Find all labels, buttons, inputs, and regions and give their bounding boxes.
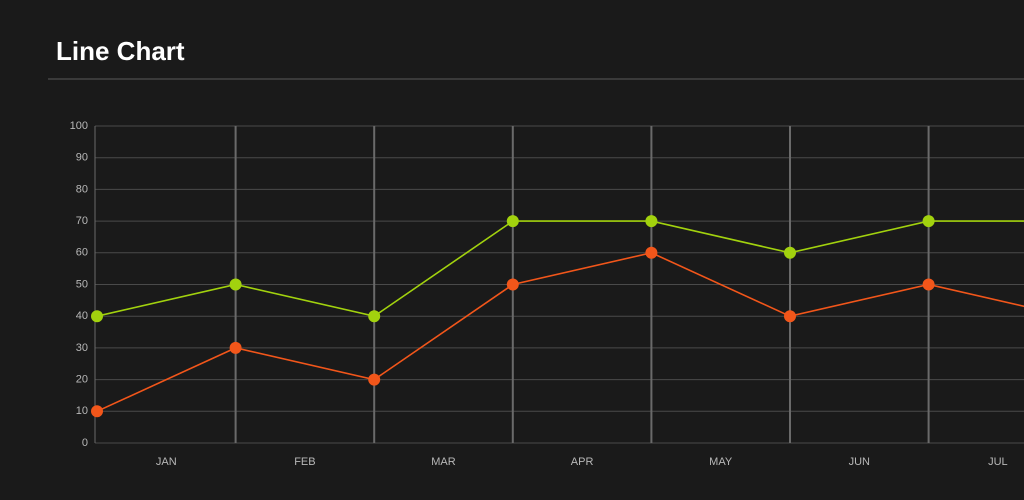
y-tick-label: 80 — [76, 183, 88, 195]
chart-title: Line Chart — [56, 36, 185, 66]
y-tick-label: 100 — [70, 120, 88, 132]
data-point — [922, 278, 935, 291]
data-point — [784, 310, 796, 323]
y-tick-label: 10 — [76, 405, 88, 417]
x-tick-label: FEB — [294, 456, 315, 468]
data-point — [229, 341, 242, 354]
y-tick-label: 50 — [76, 278, 88, 290]
data-point — [922, 215, 935, 228]
y-tick-label: 30 — [76, 342, 88, 354]
y-tick-label: 0 — [82, 437, 88, 449]
data-point — [784, 246, 796, 259]
x-tick-label: JUL — [988, 456, 1008, 468]
x-tick-label: MAY — [709, 456, 733, 468]
data-point — [506, 215, 519, 228]
y-tick-label: 60 — [76, 247, 88, 259]
data-point — [229, 278, 242, 291]
data-point — [91, 405, 103, 418]
data-point — [368, 310, 381, 323]
series-line — [96, 251, 1024, 413]
y-tick-label: 70 — [76, 215, 88, 227]
series-line — [96, 220, 1024, 318]
y-tick-label: 40 — [76, 310, 88, 322]
x-tick-label: APR — [571, 456, 594, 468]
x-tick-label: MAR — [431, 456, 456, 468]
data-point — [645, 246, 658, 259]
data-point — [368, 373, 381, 386]
data-point — [645, 215, 658, 228]
data-point — [506, 278, 519, 291]
y-tick-label: 90 — [76, 152, 88, 164]
data-point — [91, 310, 103, 323]
y-tick-label: 20 — [76, 374, 88, 386]
x-tick-label: JUN — [849, 456, 870, 468]
x-tick-label: JAN — [156, 456, 177, 468]
